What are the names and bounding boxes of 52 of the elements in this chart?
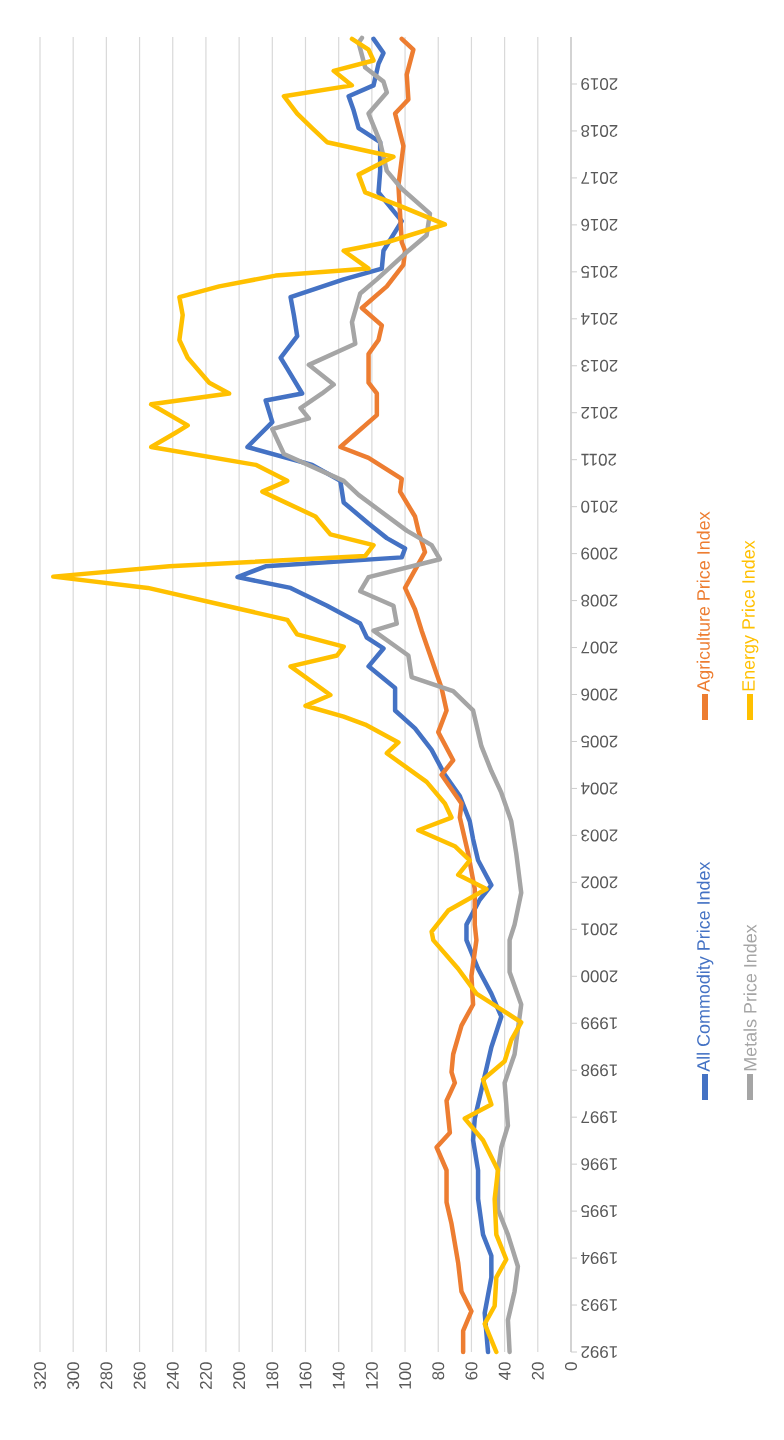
x-tick-label: 60 (465, 1362, 478, 1380)
y-tick-label: 2010 (581, 500, 618, 513)
y-tick-label: 2003 (581, 829, 618, 842)
y-tick-label: 1993 (581, 1299, 617, 1312)
y-tick-label: 2014 (581, 312, 618, 325)
x-tick-label: 200 (233, 1362, 246, 1389)
x-tick-label: 140 (332, 1362, 345, 1389)
y-tick-label: 2015 (581, 265, 618, 278)
y-tick-label: 2018 (581, 124, 618, 137)
y-tick-label: 2007 (581, 641, 618, 654)
y-tick-label: 1995 (581, 1205, 617, 1218)
x-tick-label: 160 (299, 1362, 312, 1389)
y-tick-label: 2016 (581, 218, 618, 231)
y-tick-label: 2013 (581, 359, 618, 372)
y-tick-label: 2002 (581, 876, 618, 889)
y-tick-label: 2006 (581, 688, 618, 701)
y-tick-label: 2001 (581, 923, 618, 936)
y-tick-label: 2004 (581, 782, 618, 795)
y-tick-label: 1992 (581, 1346, 617, 1358)
text: All Commodity Price Index (696, 861, 714, 1072)
line-series (51, 36, 524, 1355)
x-tick-label: 320 (34, 1362, 46, 1390)
line-series (270, 35, 524, 1355)
x-tick-label: 300 (67, 1362, 80, 1390)
y-tick-label: 2000 (581, 970, 618, 983)
x-tick-label: 80 (432, 1362, 445, 1380)
y-tick-label: 2019 (581, 77, 618, 90)
line-series (235, 36, 504, 1355)
y-tick-label: 1997 (581, 1111, 617, 1124)
text: Metals Price Index (743, 924, 757, 1071)
y-tick-label: 2009 (581, 547, 618, 560)
y-tick-label: 2008 (581, 594, 618, 607)
y-tick-label: 2005 (581, 735, 618, 748)
x-tick-label: 0 (565, 1362, 577, 1371)
x-tick-label: 120 (365, 1362, 378, 1389)
y-tick-label: 1998 (581, 1064, 617, 1077)
x-tick-label: 40 (498, 1362, 511, 1380)
x-tick-label: 180 (266, 1362, 279, 1389)
y-tick-label: 1996 (581, 1158, 617, 1171)
x-tick-label: 280 (100, 1362, 113, 1389)
x-tick-label: 240 (166, 1362, 179, 1389)
x-tick-label: 260 (133, 1362, 146, 1389)
y-tick-label: 1994 (581, 1252, 617, 1265)
y-tick-label: 1999 (581, 1017, 617, 1030)
x-tick-label: 20 (531, 1362, 544, 1380)
y-tick-label: 2011 (581, 453, 617, 466)
y-tick-label: 2012 (581, 406, 618, 419)
text: Energy Price Index (741, 540, 759, 691)
text: Agriculture Price Index (696, 511, 714, 692)
y-tick-label: 2017 (581, 171, 618, 184)
x-tick-label: 220 (199, 1362, 212, 1389)
x-tick-label: 100 (399, 1362, 412, 1389)
